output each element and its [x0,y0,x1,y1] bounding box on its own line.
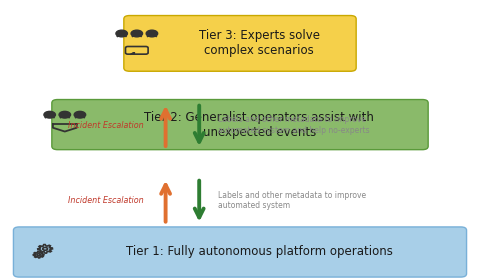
Text: Tier 2: Generalist operators assist with
unexpected events: Tier 2: Generalist operators assist with… [144,111,374,139]
Circle shape [146,30,157,37]
FancyBboxPatch shape [13,227,467,277]
Text: Labels and other metadata to improve
automated system: Labels and other metadata to improve aut… [218,191,367,211]
Circle shape [44,111,55,118]
Text: Incident Escalation: Incident Escalation [68,121,144,130]
Circle shape [59,111,71,118]
Text: Tier 1: Fully autonomous platform operations: Tier 1: Fully autonomous platform operat… [126,246,393,258]
Text: Tier 3: Experts solve
complex scenarios: Tier 3: Experts solve complex scenarios [199,29,320,57]
Circle shape [74,111,85,118]
FancyBboxPatch shape [52,100,428,150]
Text: Labels and other metadata to improve
automated system and help no-experts: Labels and other metadata to improve aut… [218,115,370,135]
FancyBboxPatch shape [124,16,356,71]
Text: Incident Escalation: Incident Escalation [68,196,144,205]
Circle shape [116,30,127,37]
Polygon shape [131,53,135,55]
Circle shape [131,30,143,37]
